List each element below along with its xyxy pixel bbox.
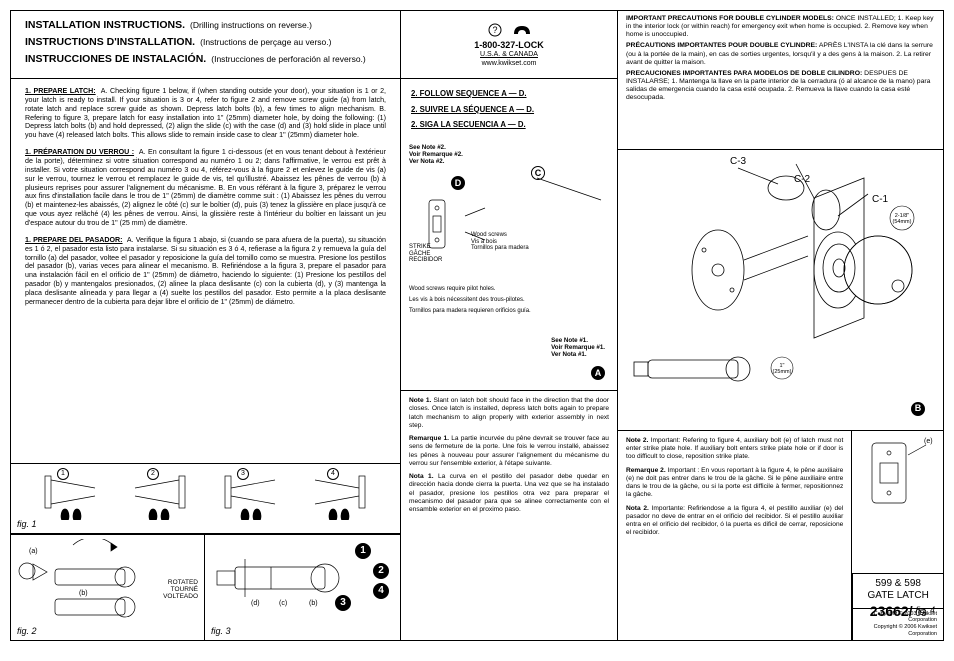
fig1: 1 2 3 4 fig. 1: [11, 463, 401, 534]
sequence-block: 2. FOLLOW SEQUENCE A — D. 2. SUIVRE LA S…: [401, 79, 617, 140]
prep-fr-lead: 1. PRÉPARATION DU VERROU :: [25, 148, 134, 156]
region: U.S.A. & CANADA: [480, 51, 538, 60]
svg-text:(54mm): (54mm): [893, 219, 912, 225]
contact-block: ? 1-800-327-LOCK U.S.A. & CANADA www.kwi…: [401, 11, 617, 79]
copy2: Copyright © 2006 Kwikset Corporation: [859, 624, 937, 638]
fig4: (e) fig. 4 599 & 598 GATE LATCH 23662/ 0…: [851, 431, 943, 640]
sub-fr: (Instructions de perçage au verso.): [200, 37, 331, 47]
seq-fr: 2. SUIVRE LA SÉQUENCE A — D.: [411, 105, 607, 115]
prod-l1: 599 & 598: [857, 578, 939, 591]
svg-text:(a): (a): [29, 548, 38, 555]
f3-n4: 4: [373, 583, 389, 599]
prep-fr: A. En consultant la figure 1 ci-dessous …: [25, 148, 386, 227]
precautions-block: IMPORTANT PRECAUTIONS FOR DOUBLE CYLINDE…: [617, 11, 943, 150]
title-es: INSTRUCCIONES DE INSTALACIÓN.: [25, 53, 206, 65]
see2-fr: Voir Remarque #2.: [409, 151, 463, 158]
c3-label: C-3: [730, 156, 746, 169]
note1-block: Note 1. Slant on latch bolt should face …: [401, 390, 617, 640]
right-diagram: 2-1/8"(54mm) 1"(25mm) C-3 C-2 C-1 B: [617, 150, 943, 430]
c1-label: C-1: [872, 194, 888, 207]
note2-row: Note 2. Important: Refering to figure 4,…: [617, 430, 943, 640]
help-icon: ?: [486, 22, 504, 38]
prep-en-lead: 1. PREPARE LATCH:: [25, 87, 96, 95]
svg-text:(b): (b): [309, 600, 318, 607]
fig1-label: fig. 1: [17, 519, 37, 530]
copy1: Copyright © 2003 Kwikset Corporation: [859, 611, 937, 625]
f3-n1: 1: [355, 543, 371, 559]
n2-en: Important: Refering to figure 4, auxilia…: [626, 437, 843, 460]
prep-es: A. Verifique la figura 1 abajo, si (cuan…: [25, 236, 386, 306]
prepare-body: 1. PREPARE LATCH: A. Checking figure 1 b…: [11, 79, 400, 463]
left-column: INSTALLATION INSTRUCTIONS. (Drilling ins…: [11, 11, 401, 640]
fig4-svg: (e): [852, 431, 942, 519]
note2-block: Note 2. Important: Refering to figure 4,…: [618, 431, 851, 640]
sub-en: (Drilling instructions on reverse.): [190, 20, 312, 30]
fig2: (a) (b) ROTATED TOURNÉ VOLTEADO fig. 2: [11, 535, 205, 640]
phone-number: 1-800-327-LOCK: [474, 40, 544, 51]
title-en: INSTALLATION INSTRUCTIONS.: [25, 19, 185, 31]
rot-fr: TOURNÉ: [163, 586, 198, 593]
see1-es: Ver Nota #1.: [551, 351, 605, 358]
pilot-en: Wood screws require pilot holes.: [409, 286, 609, 294]
title-fr: INSTRUCTIONS D'INSTALLATION.: [25, 36, 195, 48]
page: INSTALLATION INSTRUCTIONS. (Drilling ins…: [10, 10, 944, 641]
fig1-n2: 2: [147, 468, 159, 480]
fig3-label: fig. 3: [211, 626, 231, 637]
label-A: A: [591, 366, 605, 380]
fig1-n3: 3: [237, 468, 249, 480]
n1-en: Slant on latch bolt should face in the d…: [409, 397, 609, 429]
seq-es: 2. SIGA LA SECUENCIA A — D.: [411, 120, 607, 130]
svg-text:(c): (c): [279, 600, 287, 607]
screws-es: Tornillos para madera: [471, 245, 529, 252]
copyright-block: Copyright © 2003 Kwikset Corporation Cop…: [852, 608, 943, 641]
fig1-n1: 1: [57, 468, 69, 480]
prep-es-lead: 1. PREPARE DEL PASADOR:: [25, 236, 123, 244]
fig1-n4: 4: [327, 468, 339, 480]
see1-en: See Note #1.: [551, 337, 605, 344]
mid-diagram: See Note #2. Voir Remarque #2. Ver Nota …: [401, 140, 617, 390]
svg-text:(b): (b): [79, 590, 88, 597]
screws-en: Wood screws: [471, 232, 529, 239]
fig3: (d) (c) (b) 1 2 3 4 fig. 3: [205, 535, 401, 640]
screws-fr: Vis à bois: [471, 239, 529, 246]
phone-icon: [512, 22, 532, 38]
n1-es: La curva en el pestillo del pasador debe…: [409, 473, 609, 513]
c2-label: C-2: [794, 174, 810, 187]
prod-l2: GATE LATCH: [857, 590, 939, 603]
fig2-label: fig. 2: [17, 626, 37, 637]
see2-en: See Note #2.: [409, 144, 463, 151]
url: www.kwikset.com: [482, 60, 537, 69]
right-column: IMPORTANT PRECAUTIONS FOR DOUBLE CYLINDE…: [617, 11, 943, 640]
sub-es: (Instrucciones de perforación al reverso…: [211, 54, 366, 64]
fig1-svg: [15, 468, 397, 520]
strike-en: STRIKE: [409, 244, 442, 251]
rot-es: VOLTEADO: [163, 593, 198, 600]
pilot-es: Tornillos para madera requieren orificio…: [409, 308, 609, 316]
seq-en: 2. FOLLOW SEQUENCE A — D.: [411, 89, 607, 99]
label-B: B: [911, 402, 925, 416]
strike-es: RECIBIDOR: [409, 257, 442, 264]
svg-text:?: ?: [492, 25, 497, 35]
strike-fr: GÂCHE: [409, 251, 442, 258]
n2-es: Importante: Refiriendose a la figura 4, …: [626, 505, 843, 537]
pilot-fr: Les vis à bois nécessitent des trous-pil…: [409, 297, 609, 305]
svg-text:(d): (d): [251, 600, 260, 607]
see1-fr: Voir Remarque #1.: [551, 344, 605, 351]
f3-n2: 2: [373, 563, 389, 579]
fig-row: (a) (b) ROTATED TOURNÉ VOLTEADO fig. 2: [11, 534, 400, 640]
svg-text:(25mm): (25mm): [773, 369, 792, 375]
svg-text:(e): (e): [924, 438, 933, 445]
exploded-svg: 2-1/8"(54mm) 1"(25mm): [618, 150, 944, 430]
f3-n3: 3: [335, 595, 351, 611]
mid-column: ? 1-800-327-LOCK U.S.A. & CANADA www.kwi…: [401, 11, 617, 640]
header-block: INSTALLATION INSTRUCTIONS. (Drilling ins…: [11, 11, 400, 79]
